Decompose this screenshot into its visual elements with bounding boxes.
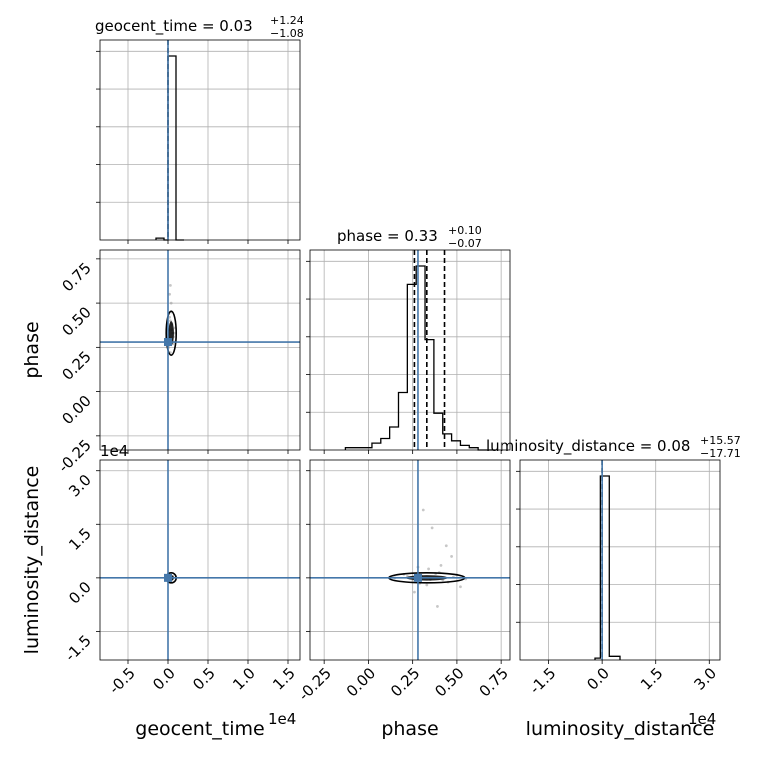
truth-marker-luminosity_distance_vs_phase bbox=[413, 573, 422, 582]
ytick-label-luminosity_distance-1: 0.0 bbox=[65, 578, 95, 608]
title-geocent-time-base: geocent_time = 0.03 bbox=[95, 17, 253, 36]
ylabel-luminosity-distance: luminosity_distance bbox=[21, 466, 43, 655]
histogram-luminosity_distance bbox=[594, 475, 621, 660]
scatter-point-luminosity_distance_vs_phase-9 bbox=[425, 583, 429, 587]
title-phase: phase = 0.33 +0.10 −0.07 bbox=[337, 224, 482, 250]
histogram-geocent_time bbox=[155, 55, 184, 241]
scatter-point-phase_vs_geocent_time-18 bbox=[169, 283, 172, 287]
truth-marker-phase_vs_geocent_time bbox=[164, 338, 172, 347]
title-geocent-time-plus: +1.24 bbox=[270, 14, 304, 27]
title-luminosity-distance-minus: −17.71 bbox=[700, 447, 741, 460]
panel-frame-geocent_time bbox=[99, 39, 301, 241]
scatter-point-phase_vs_geocent_time-8 bbox=[168, 292, 172, 296]
xtick-label-luminosity_distance-3: 3.0 bbox=[691, 664, 721, 694]
scatter-point-luminosity_distance_vs_phase-20 bbox=[450, 555, 453, 558]
title-phase-base: phase = 0.33 bbox=[337, 227, 438, 245]
xlabel-luminosity-distance: luminosity_distance bbox=[526, 718, 715, 740]
scatter-point-luminosity_distance_vs_phase-24 bbox=[459, 585, 462, 589]
scatter-point-luminosity_distance_vs_phase-18 bbox=[413, 590, 416, 594]
ylabel-phase: phase bbox=[21, 321, 43, 378]
scatter-point-luminosity_distance_vs_phase-21 bbox=[427, 567, 430, 571]
ytick-label-phase-2: 0.25 bbox=[58, 347, 94, 383]
xtick-label-geocent_time-1: 0.0 bbox=[149, 664, 179, 694]
scatter-point-luminosity_distance_vs_phase-23 bbox=[439, 563, 443, 567]
panel-frame-luminosity_distance bbox=[519, 459, 721, 661]
xlabel-phase: phase bbox=[381, 718, 438, 740]
scatter-point-luminosity_distance_vs_phase-17 bbox=[444, 544, 448, 548]
xtick-label-geocent_time-4: 1.5 bbox=[269, 664, 299, 694]
title-geocent-time: geocent_time = 0.03 +1.24 −1.08 bbox=[95, 14, 304, 40]
xtick-label-luminosity_distance-1: 0.0 bbox=[583, 664, 613, 694]
scatter-point-luminosity_distance_vs_phase-16 bbox=[430, 526, 434, 530]
ytick-label-luminosity_distance-3: 3.0 bbox=[65, 471, 95, 501]
xlabel-luminosity-distance-multiplier: 1e4 bbox=[688, 710, 716, 728]
xtick-label-geocent_time-3: 1.0 bbox=[229, 664, 259, 694]
ylabel-luminosity-distance-multiplier: 1e4 bbox=[100, 442, 128, 460]
histogram-phase bbox=[344, 265, 496, 451]
panel-frame-phase bbox=[309, 249, 511, 451]
xtick-label-phase-3: 0.50 bbox=[431, 664, 467, 700]
ytick-label-phase-0: -0.25 bbox=[55, 436, 95, 476]
title-luminosity-distance-plus: +15.57 bbox=[700, 434, 741, 447]
xtick-label-phase-2: 0.25 bbox=[387, 664, 423, 700]
ytick-label-phase-3: 0.50 bbox=[58, 303, 94, 339]
xtick-label-phase-4: 0.75 bbox=[476, 664, 512, 700]
xtick-label-phase-1: 0.00 bbox=[343, 664, 379, 700]
scatter-point-luminosity_distance_vs_phase-19 bbox=[436, 605, 439, 608]
contour-outer-phase_vs_geocent_time bbox=[165, 310, 177, 356]
panel-frame-geocent_time-vs-phase bbox=[99, 249, 301, 451]
truth-marker-luminosity_distance_vs_geocent_time bbox=[164, 573, 172, 582]
panel-frame-geocent_time-vs-luminosity_distance bbox=[99, 459, 301, 661]
title-phase-minus: −0.07 bbox=[448, 237, 482, 250]
title-phase-plus: +0.10 bbox=[448, 224, 482, 237]
scatter-point-phase_vs_geocent_time-15 bbox=[168, 315, 172, 319]
xlabel-geocent-time: geocent_time bbox=[135, 718, 264, 740]
panel-frame-phase-vs-luminosity_distance bbox=[309, 459, 511, 661]
xtick-label-phase-0: -0.25 bbox=[295, 664, 335, 704]
xtick-label-geocent_time-0: -0.5 bbox=[105, 664, 138, 697]
title-luminosity-distance: luminosity_distance = 0.08 +15.57 −17.71 bbox=[486, 434, 741, 460]
ytick-label-luminosity_distance-0: -1.5 bbox=[61, 632, 94, 665]
title-geocent-time-minus: −1.08 bbox=[270, 27, 304, 40]
scatter-point-luminosity_distance_vs_phase-15 bbox=[421, 508, 425, 512]
ytick-label-phase-4: 0.75 bbox=[58, 259, 94, 295]
ytick-label-luminosity_distance-2: 1.5 bbox=[65, 524, 95, 554]
xtick-label-geocent_time-2: 0.5 bbox=[189, 664, 219, 694]
title-luminosity-distance-base: luminosity_distance = 0.08 bbox=[486, 437, 690, 456]
xlabel-geocent-time-multiplier: 1e4 bbox=[268, 710, 296, 728]
scatter-point-phase_vs_geocent_time-13 bbox=[169, 301, 173, 305]
ytick-label-phase-1: 0.00 bbox=[58, 392, 94, 428]
xtick-label-luminosity_distance-0: -1.5 bbox=[526, 664, 559, 697]
plot-layer: -0.250.000.250.500.75-0.5 0.0 0.5 1.0 1.5-1.… bbox=[55, 39, 721, 704]
xtick-label-luminosity_distance-2: 1.5 bbox=[637, 664, 667, 694]
